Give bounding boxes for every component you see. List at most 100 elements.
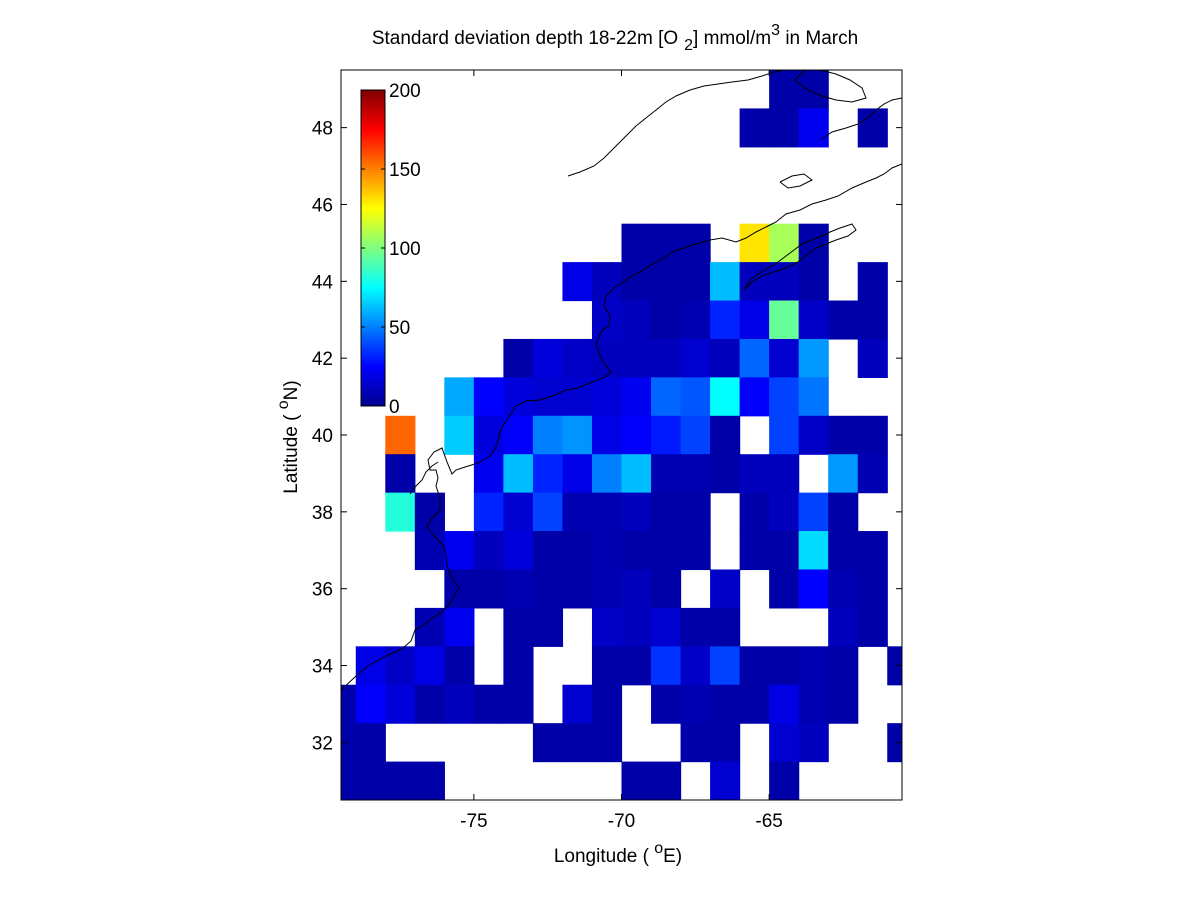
heatmap-cell	[769, 415, 800, 455]
heatmap-cell	[769, 300, 800, 340]
heatmap-cell	[473, 377, 504, 417]
heatmap-cell	[857, 262, 888, 302]
heatmap-cell	[710, 646, 741, 686]
heatmap-cell	[651, 415, 682, 455]
y-tick-label: 44	[312, 272, 334, 293]
heatmap-cell	[680, 723, 711, 763]
heatmap-cell	[680, 377, 711, 417]
heatmap-cell	[532, 723, 564, 763]
heatmap-cell	[621, 377, 652, 417]
heatmap-cell	[473, 531, 504, 571]
heatmap-cell	[444, 607, 475, 647]
heatmap-cell	[680, 531, 711, 571]
heatmap-cell	[680, 300, 711, 340]
heatmap-cell	[591, 607, 623, 647]
heatmap-cell	[798, 492, 829, 532]
plot-area: -75 -70 -65 32 34 36 38 40 42 44 46 48	[312, 69, 903, 832]
heatmap-cell	[710, 607, 741, 647]
heatmap-cell	[828, 646, 859, 686]
coastline-north-shore	[567, 70, 785, 177]
heatmap-cell	[769, 454, 800, 494]
heatmap-cell	[341, 761, 357, 800]
heatmap-cell	[621, 607, 652, 647]
heatmap-cell	[710, 262, 741, 302]
heatmap-cell	[769, 723, 800, 763]
heatmap-cell	[473, 569, 504, 609]
heatmap-cell	[710, 338, 741, 378]
heatmap-cell	[591, 531, 623, 571]
heatmap-cell	[798, 338, 829, 378]
heatmap-cell	[798, 646, 829, 686]
heatmap-cell	[473, 454, 504, 494]
heatmap-cell	[798, 108, 829, 148]
heatmap-cell	[739, 338, 770, 378]
heatmap-cell	[621, 646, 652, 686]
heatmap-cell	[798, 531, 829, 571]
heatmap-cell	[739, 262, 770, 302]
heatmap-cell	[532, 531, 564, 571]
heatmap-cell	[769, 223, 800, 263]
heatmap-cell	[473, 492, 504, 532]
heatmap-cell	[532, 492, 564, 532]
heatmap-cell	[473, 684, 504, 724]
heatmap-cell	[798, 569, 829, 609]
y-tick-label: 40	[312, 426, 333, 447]
heatmap-cell	[355, 723, 386, 763]
y-axis-label: Latitude ( oN)	[275, 380, 302, 493]
heatmap-cell	[769, 70, 800, 110]
heatmap-cell	[591, 377, 623, 417]
x-tick-label: -65	[755, 811, 782, 832]
heatmap-cell	[857, 454, 888, 494]
colorbar-tick-label: 150	[389, 160, 421, 181]
heatmap-cell	[651, 607, 682, 647]
heatmap-cell	[621, 415, 652, 455]
heatmap-cell	[769, 646, 800, 686]
y-tick-label: 34	[312, 657, 334, 678]
coastline	[341, 70, 902, 691]
heatmap-cell	[444, 569, 475, 609]
heatmap-cell	[828, 531, 859, 571]
heatmap-cell	[651, 646, 682, 686]
y-tick-label: 46	[312, 195, 333, 216]
heatmap-cell	[769, 262, 800, 302]
heatmap-cell	[385, 684, 416, 724]
heatmap-cell	[355, 684, 386, 724]
heatmap-cell	[651, 338, 682, 378]
heatmap-cell	[532, 338, 564, 378]
heatmap-cell	[562, 684, 593, 724]
heatmap-cell	[503, 607, 534, 647]
heatmap-cell	[828, 569, 859, 609]
colorbar: 0 50 100 150 200	[360, 81, 421, 418]
heatmap-cell	[710, 300, 741, 340]
heatmap-cell	[355, 646, 386, 686]
y-tick-label: 42	[312, 349, 333, 370]
heatmap-cell	[444, 646, 475, 686]
heatmap-cell	[828, 684, 859, 724]
heatmap-cell	[385, 415, 416, 455]
heatmap-cell	[680, 607, 711, 647]
heatmap-cell	[503, 646, 534, 686]
heatmap-cell	[414, 646, 445, 686]
heatmap-cell	[562, 723, 593, 763]
heatmap-cell	[562, 338, 593, 378]
heatmap-cell	[739, 108, 770, 148]
heatmap-cell	[591, 454, 623, 494]
heatmap-cell	[739, 300, 770, 340]
heatmap-cell	[562, 454, 593, 494]
coastline-gulf-islands	[779, 173, 813, 189]
colorbar-tick-label: 0	[389, 397, 400, 418]
heatmap-cell	[857, 338, 888, 378]
heatmap-cell	[651, 492, 682, 532]
heatmap-cell	[651, 300, 682, 340]
heatmap-cell	[739, 646, 770, 686]
heatmap-cell	[857, 531, 888, 571]
heatmap-cell	[798, 262, 829, 302]
heatmap-cell	[680, 223, 711, 263]
heatmap-cell	[503, 338, 534, 378]
heatmap-cell	[651, 454, 682, 494]
heatmap-cell	[887, 646, 902, 686]
heatmap-cell	[414, 684, 445, 724]
colorbar-ticks: 0 50 100 150 200	[361, 81, 421, 418]
heatmap-cell	[414, 761, 445, 800]
heatmap-cell	[798, 300, 829, 340]
